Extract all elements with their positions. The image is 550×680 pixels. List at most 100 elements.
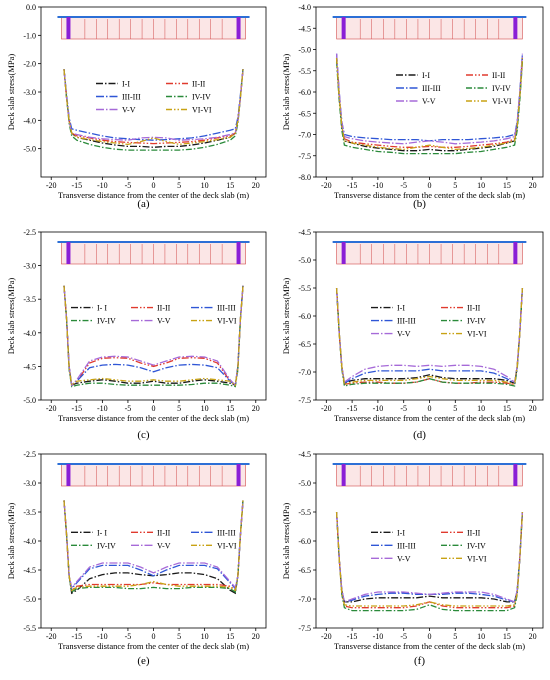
bridge-pier-right [513, 242, 518, 264]
legend-entry: III-III [217, 528, 236, 537]
legend-entry: I-I [422, 71, 430, 80]
x-tick-label: -5 [125, 632, 132, 641]
y-axis-label: Deck slab stress(MPa) [281, 503, 291, 580]
y-tick-label: -4.0 [23, 116, 36, 125]
y-tick-label: -7.0 [298, 595, 311, 604]
series-line-vi-vi [335, 57, 524, 151]
y-tick-label: -4.0 [298, 3, 311, 12]
series-line-ii-ii [63, 500, 244, 592]
y-tick-label: -5.0 [23, 595, 36, 604]
bridge-pier-right [236, 242, 241, 264]
y-tick-label: -6.5 [298, 340, 311, 349]
legend-entry: IV-IV [492, 84, 511, 93]
x-tick-label: -5 [125, 404, 132, 413]
legend-entry: I- I [97, 528, 107, 537]
y-axis-label: Deck slab stress(MPa) [281, 278, 291, 355]
panel-e: -20 -15 -10 -5 0 5 10 15 20 -2.5 -3.0 -3.5 -4.0 -4.5 -… [6, 450, 267, 667]
x-tick-label: -20 [321, 404, 332, 413]
panel-label: (e) [137, 655, 150, 667]
legend-entry: V-V [157, 541, 171, 550]
panel-label: (f) [414, 655, 425, 667]
panel-d: -20 -15 -10 -5 0 5 10 15 20 -4.5 -5.0 -5.5 -6.0 -6.5 -… [281, 228, 544, 441]
series-line-vi-vi [63, 285, 244, 387]
x-tick-label: -10 [373, 404, 384, 413]
legend-entry: III-III [122, 93, 141, 102]
y-tick-label: -5.0 [23, 396, 36, 405]
series-line-i-i [63, 69, 244, 148]
x-tick-label: 10 [201, 632, 209, 641]
x-tick-label: -15 [71, 181, 82, 190]
x-tick-label: -10 [373, 632, 384, 641]
series-line-i-i [335, 57, 524, 152]
series-line-i-i [63, 285, 244, 387]
panel-c: -20 -15 -10 -5 0 5 10 15 20 -2.5 -3.0 -3.5 -4.0 -4.5 -… [6, 228, 267, 441]
bridge-pier-right [236, 17, 241, 39]
y-tick-label: -2.0 [23, 60, 36, 69]
x-tick-label: 20 [252, 181, 260, 190]
bridge-pier-left [66, 17, 71, 39]
series-line-ii-ii [63, 69, 244, 145]
series-line-iv-iv [335, 62, 524, 155]
x-tick-label: 0 [152, 632, 156, 641]
x-tick-label: 0 [428, 404, 432, 413]
y-tick-label: -5.0 [298, 256, 311, 265]
x-tick-label: 15 [503, 181, 511, 190]
x-tick-label: 10 [201, 181, 209, 190]
y-tick-label: -2.5 [23, 228, 36, 237]
x-tick-label: -5 [400, 181, 407, 190]
bridge-pier-right [236, 464, 241, 486]
bridge-pier-left [66, 242, 71, 264]
bridge-pier-right [513, 17, 518, 39]
legend-entry: V-V [397, 330, 411, 339]
legend-entry: II-II [192, 80, 206, 89]
x-tick-label: 0 [152, 181, 156, 190]
y-tick-label: -5.5 [298, 67, 311, 76]
y-tick-label: -1.0 [23, 31, 36, 40]
series-line-ii-ii [335, 57, 524, 148]
x-tick-label: 10 [477, 632, 485, 641]
x-tick-label: 20 [529, 632, 537, 641]
x-tick-label: 10 [477, 181, 485, 190]
x-tick-label: -20 [46, 181, 57, 190]
bridge-pier-left [341, 242, 346, 264]
series-line-iv-iv [63, 500, 244, 594]
bridge-section-diagram [57, 241, 250, 265]
x-tick-label: -10 [97, 404, 108, 413]
series-line-v-v [63, 285, 244, 387]
y-tick-label: -5.0 [298, 479, 311, 488]
legend-entry: IV-IV [467, 541, 486, 550]
series-line-vi-vi [335, 287, 524, 386]
series-line-iii-iii [63, 285, 244, 387]
bridge-pier-left [341, 464, 346, 486]
series-line-iv-iv [335, 287, 524, 387]
x-tick-label: 5 [177, 632, 181, 641]
y-tick-label: -4.5 [298, 24, 311, 33]
x-tick-label: 5 [453, 181, 457, 190]
bridge-pier-left [341, 17, 346, 39]
series-line-vi-vi [335, 511, 524, 607]
legend: I- I II-II III-III IV-IV V-V VI-VI [71, 304, 237, 326]
panel-f: -20 -15 -10 -5 0 5 10 15 20 -4.5 -5.0 -5.5 -6.0 -6.5 -… [281, 450, 544, 667]
legend-entry: IV-IV [97, 541, 116, 550]
series-line-v-v [335, 53, 524, 145]
x-tick-label: -10 [373, 181, 384, 190]
series-line-iii-iii [63, 500, 244, 591]
legend-entry: II-II [467, 528, 481, 537]
x-tick-label: 15 [503, 632, 511, 641]
y-tick-label: -7.0 [298, 131, 311, 140]
legend: I- I II-II III-III IV-IV V-V VI-VI [71, 528, 237, 550]
x-axis-label: Transverse distance from the center of t… [58, 413, 249, 423]
x-tick-label: -5 [400, 404, 407, 413]
legend-entry: II-II [157, 304, 171, 313]
x-axis-label: Transverse distance from the center of t… [58, 190, 249, 200]
x-tick-label: -20 [321, 181, 332, 190]
x-tick-label: -15 [71, 632, 82, 641]
x-tick-label: 15 [226, 404, 234, 413]
y-tick-label: -8.0 [298, 173, 311, 182]
bridge-section-diagram [332, 241, 527, 265]
legend-entry: II-II [157, 528, 171, 537]
legend-entry: III-III [397, 541, 416, 550]
legend-entry: IV-IV [97, 317, 116, 326]
y-tick-label: -4.5 [298, 228, 311, 237]
